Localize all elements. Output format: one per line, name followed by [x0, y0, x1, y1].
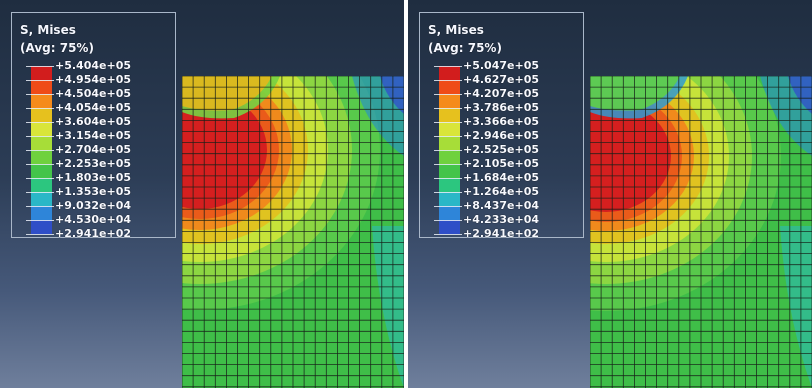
- legend-tickmark: [26, 108, 54, 109]
- legend-swatch-6: [439, 136, 460, 150]
- legend-tickmark: [26, 220, 54, 221]
- legend-swatch-4: [31, 108, 52, 122]
- legend-scale: +5.404e+05 +4.954e+05 +4.504e+05 +4.054e…: [26, 60, 131, 240]
- legend-subtitle: (Avg: 75%): [20, 41, 94, 55]
- legend-tickmark: [434, 192, 462, 193]
- legend-value-10: +1.353e+05: [55, 185, 131, 198]
- legend-value-1: +5.404e+05: [55, 59, 131, 72]
- legend-tickmark: [26, 164, 54, 165]
- legend-swatch-6: [31, 136, 52, 150]
- minimum-stress-region: [380, 76, 404, 114]
- left-legend: S, Mises (Avg: 75%): [11, 12, 176, 240]
- legend-tickmark: [26, 150, 54, 151]
- legend-tickmark: [26, 122, 54, 123]
- low-stress-edge: [372, 226, 404, 388]
- legend-swatch-5: [439, 122, 460, 136]
- legend-tickmark: [434, 80, 462, 81]
- stress-band-7: [590, 100, 671, 212]
- legend-value-1: +5.047e+05: [463, 59, 539, 72]
- legend-value-5: +3.366e+05: [463, 115, 539, 128]
- legend-tickmark: [434, 136, 462, 137]
- left-stress-panel: S, Mises (Avg: 75%): [0, 0, 404, 388]
- legend-tickmark: [434, 234, 462, 235]
- left-contour-plot: [182, 76, 404, 388]
- legend-tickmark: [434, 94, 462, 95]
- legend-value-2: +4.954e+05: [55, 73, 131, 86]
- legend-value-8: +2.253e+05: [55, 157, 131, 170]
- legend-value-10: +1.264e+05: [463, 185, 539, 198]
- legend-swatch-3: [31, 94, 52, 108]
- legend-swatch-12: [439, 220, 460, 234]
- legend-value-12: +4.530e+04: [55, 213, 131, 226]
- legend-value-9: +1.684e+05: [463, 171, 539, 184]
- legend-swatch-9: [31, 178, 52, 192]
- legend-value-13: +2.941e+02: [463, 227, 539, 240]
- legend-tickmark: [26, 94, 54, 95]
- legend-value-3: +4.207e+05: [463, 87, 539, 100]
- legend-value-13: +2.941e+02: [55, 227, 131, 240]
- legend-value-2: +4.627e+05: [463, 73, 539, 86]
- legend-swatch-1: [439, 66, 460, 80]
- legend-tickmark: [434, 150, 462, 151]
- right-stress-panel: S, Mises (Avg: 75%): [408, 0, 812, 388]
- legend-tickmark: [26, 136, 54, 137]
- legend-title: S, Mises: [20, 23, 76, 37]
- legend-value-6: +2.946e+05: [463, 129, 539, 142]
- legend-value-11: +8.437e+04: [463, 199, 539, 212]
- legend-swatch-11: [31, 206, 52, 220]
- legend-value-8: +2.105e+05: [463, 157, 539, 170]
- legend-tickmark: [434, 108, 462, 109]
- legend-value-7: +2.525e+05: [463, 143, 539, 156]
- legend-tickmark: [26, 80, 54, 81]
- legend-swatch-7: [31, 150, 52, 164]
- legend-tickmark: [26, 66, 54, 67]
- legend-swatch-11: [439, 206, 460, 220]
- legend-value-12: +4.233e+04: [463, 213, 539, 226]
- legend-tickmark: [434, 164, 462, 165]
- legend-subtitle: (Avg: 75%): [428, 41, 502, 55]
- legend-swatch-1: [31, 66, 52, 80]
- legend-swatch-4: [439, 108, 460, 122]
- legend-swatch-3: [439, 94, 460, 108]
- legend-value-4: +3.786e+05: [463, 101, 539, 114]
- legend-swatch-12: [31, 220, 52, 234]
- legend-swatch-8: [439, 164, 460, 178]
- legend-value-3: +4.504e+05: [55, 87, 131, 100]
- legend-swatch-8: [31, 164, 52, 178]
- minimum-stress-region: [788, 76, 812, 114]
- legend-tickmark: [434, 206, 462, 207]
- legend-swatch-5: [31, 122, 52, 136]
- legend-swatch-2: [439, 80, 460, 94]
- legend-value-7: +2.704e+05: [55, 143, 131, 156]
- legend-scale: +5.047e+05 +4.627e+05 +4.207e+05 +3.786e…: [434, 60, 539, 240]
- legend-swatch-10: [439, 192, 460, 206]
- right-legend: S, Mises (Avg: 75%): [419, 12, 584, 240]
- legend-tickmark: [26, 192, 54, 193]
- legend-swatch-9: [439, 178, 460, 192]
- legend-value-9: +1.803e+05: [55, 171, 131, 184]
- legend-tickmark: [26, 178, 54, 179]
- right-contour-plot: [590, 76, 812, 388]
- legend-swatch-7: [439, 150, 460, 164]
- legend-value-4: +4.054e+05: [55, 101, 131, 114]
- legend-tickmark: [26, 206, 54, 207]
- legend-value-11: +9.032e+04: [55, 199, 131, 212]
- legend-tickmark: [26, 234, 54, 235]
- legend-swatch-10: [31, 192, 52, 206]
- legend-title: S, Mises: [428, 23, 484, 37]
- legend-value-5: +3.604e+05: [55, 115, 131, 128]
- legend-tickmark: [434, 122, 462, 123]
- legend-value-6: +3.154e+05: [55, 129, 131, 142]
- legend-tickmark: [434, 66, 462, 67]
- legend-tickmark: [434, 220, 462, 221]
- legend-swatch-2: [31, 80, 52, 94]
- legend-tickmark: [434, 178, 462, 179]
- low-stress-edge: [780, 226, 812, 388]
